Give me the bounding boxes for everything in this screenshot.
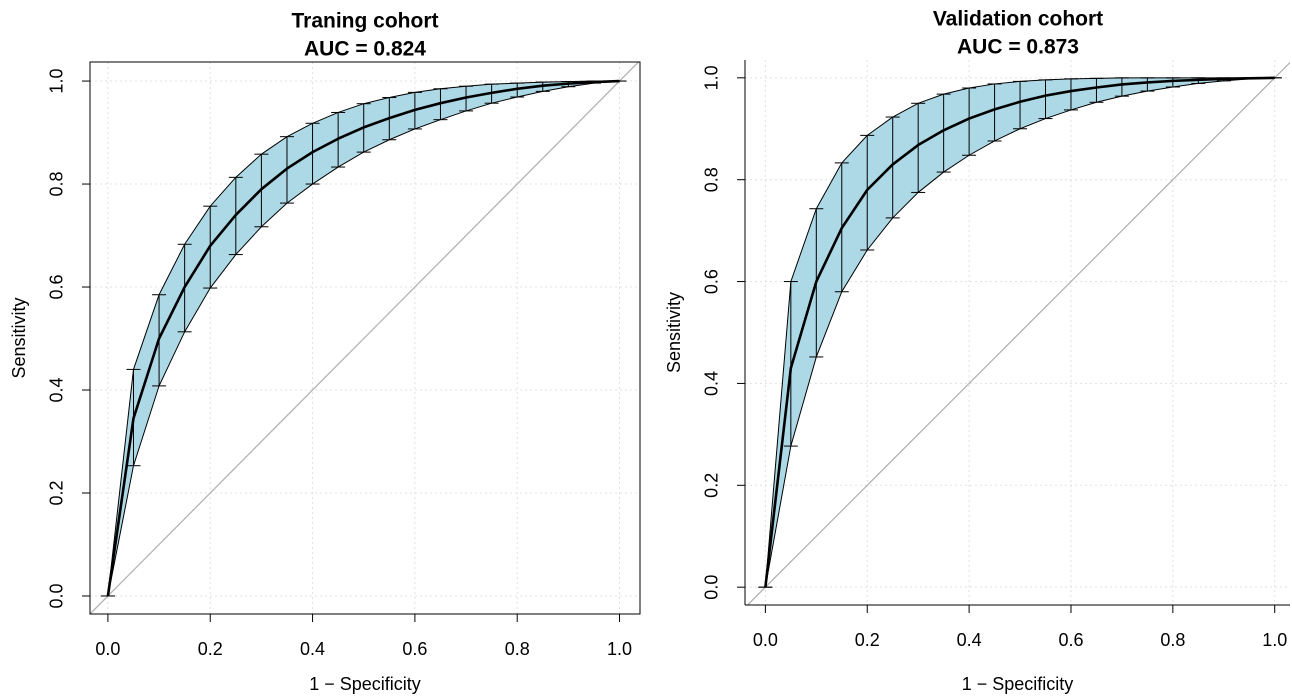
x-tick-label: 1.0 bbox=[1262, 630, 1287, 650]
y-axis-label: Sensitivity bbox=[664, 292, 684, 373]
x-tick-label: 0.8 bbox=[505, 639, 530, 659]
x-tick-label: 0.6 bbox=[402, 639, 427, 659]
y-tick-label: 0.4 bbox=[47, 377, 67, 402]
y-tick-label: 0.2 bbox=[47, 480, 67, 505]
diagonal bbox=[747, 62, 1291, 606]
x-tick-label: 0.6 bbox=[1058, 630, 1083, 650]
roc-curve bbox=[764, 76, 1275, 588]
y-tick-label: 0.0 bbox=[702, 575, 722, 600]
y-tick-label: 1.0 bbox=[702, 65, 722, 90]
x-tick-label: 0.2 bbox=[198, 639, 223, 659]
x-tick-label: 0.2 bbox=[855, 630, 880, 650]
x-tick-label: 0.4 bbox=[300, 639, 325, 659]
x-axis-label: 1 − Specificity bbox=[309, 674, 421, 694]
y-tick-label: 0.0 bbox=[47, 583, 67, 608]
plot-frame bbox=[89, 61, 641, 615]
x-tick-label: 0.0 bbox=[95, 639, 120, 659]
y-tick-label: 1.0 bbox=[47, 69, 67, 94]
chart-subtitle: AUC = 0.824 bbox=[304, 38, 426, 61]
y-axis-label: Sensitivity bbox=[9, 297, 29, 378]
y-tick-label: 0.8 bbox=[47, 172, 67, 197]
chart-title: Traning cohort bbox=[292, 10, 439, 33]
x-tick-label: 1.0 bbox=[607, 639, 632, 659]
y-tick-label: 0.8 bbox=[702, 167, 722, 192]
y-tick-label: 0.2 bbox=[702, 473, 722, 498]
x-tick-label: 0.8 bbox=[1160, 630, 1185, 650]
x-tick-label: 0.4 bbox=[957, 630, 982, 650]
diagonal bbox=[89, 61, 639, 615]
y-tick-label: 0.6 bbox=[47, 275, 67, 300]
chart-subtitle: AUC = 0.873 bbox=[957, 36, 1079, 59]
x-tick-label: 0.0 bbox=[753, 630, 778, 650]
y-tick-label: 0.4 bbox=[702, 371, 722, 396]
x-axis-label: 1 − Specificity bbox=[962, 674, 1074, 694]
roc-curve bbox=[106, 79, 620, 597]
chart-title: Validation cohort bbox=[933, 8, 1103, 31]
y-tick-label: 0.6 bbox=[702, 269, 722, 294]
